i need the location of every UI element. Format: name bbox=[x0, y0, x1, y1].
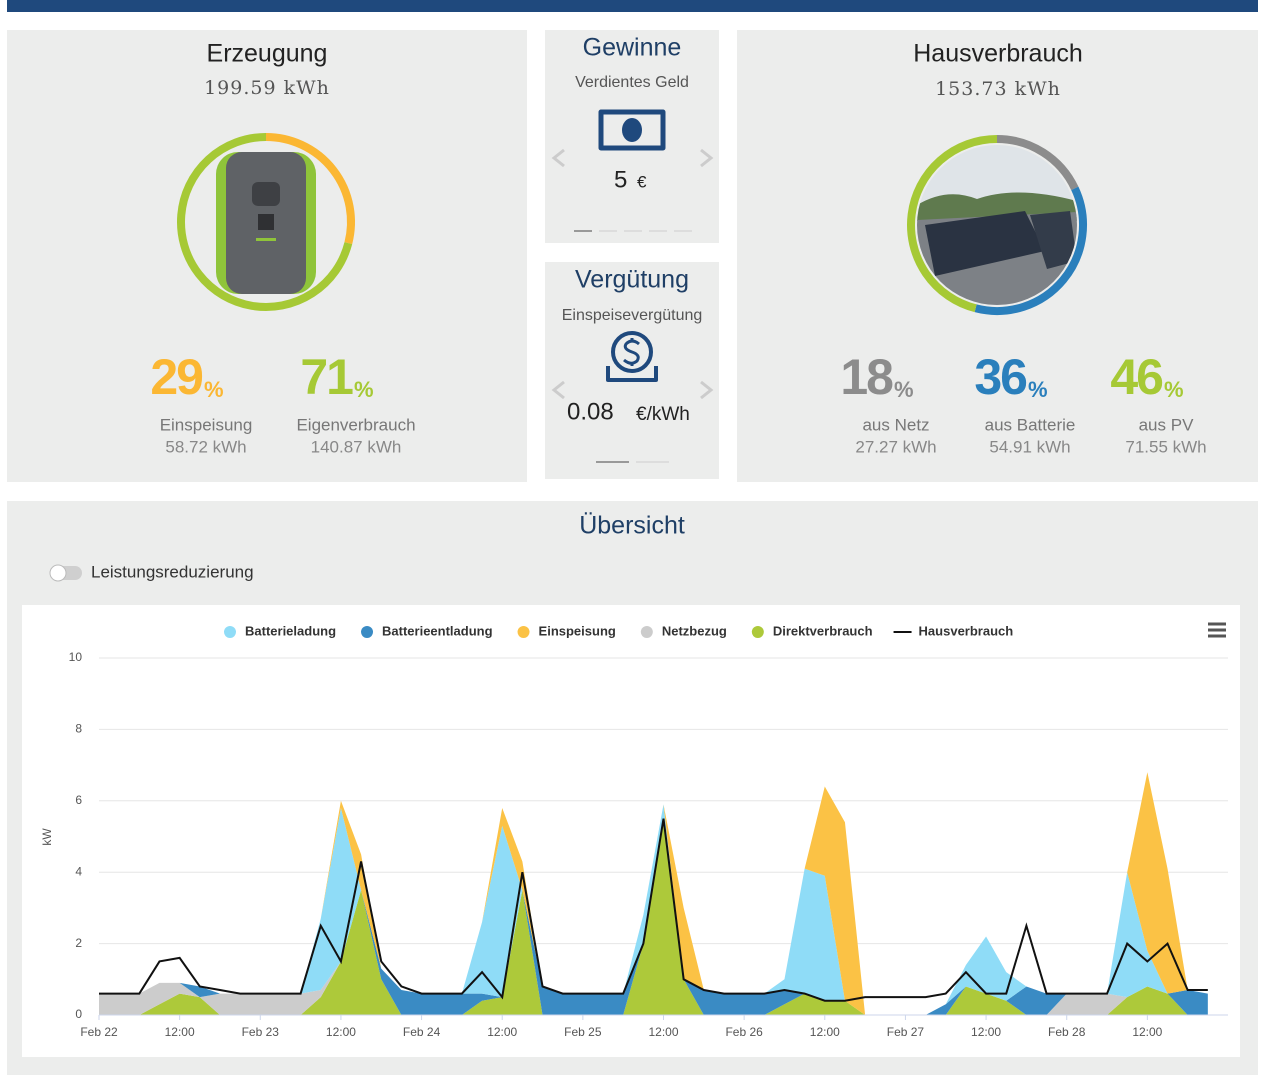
earnings-unit: € bbox=[637, 172, 647, 191]
stat-percent: 29 bbox=[150, 349, 202, 405]
consumption-ring bbox=[907, 135, 1088, 315]
x-tick-label: 12:00 bbox=[971, 1025, 1001, 1039]
legend-label: Einspeisung bbox=[539, 623, 616, 638]
legend-label: Netzbezug bbox=[662, 623, 727, 638]
x-tick-label: 12:00 bbox=[487, 1025, 517, 1039]
earnings-subtitle: Verdientes Geld bbox=[575, 74, 689, 91]
x-tick-label: 12:00 bbox=[165, 1025, 195, 1039]
y-tick-label: 10 bbox=[69, 650, 83, 664]
stat-energy: 54.91 kWh bbox=[989, 437, 1070, 456]
y-tick-label: 2 bbox=[75, 936, 82, 950]
money-icon bbox=[598, 109, 666, 151]
y-axis-label: kW bbox=[40, 828, 54, 846]
legend-symbol bbox=[517, 626, 530, 638]
production-ring bbox=[177, 133, 355, 311]
ring-segment bbox=[996, 135, 1079, 191]
legend-item: Einspeisung bbox=[517, 623, 616, 638]
x-tick-label: 12:00 bbox=[1132, 1025, 1162, 1039]
legend-label: Batterieentladung bbox=[382, 623, 493, 638]
consumption-title: Hausverbrauch bbox=[913, 40, 1083, 68]
stat-unit: % bbox=[1028, 377, 1048, 402]
earnings-title: Gewinne bbox=[583, 34, 682, 62]
overview-title: Übersicht bbox=[579, 512, 685, 540]
consumption-stats: 18 % aus Netz 27.27 kWh 36 % aus Batterie 54.91… bbox=[840, 349, 1206, 456]
stat-percent: 46 bbox=[1110, 349, 1162, 405]
stat-unit: % bbox=[204, 377, 224, 402]
x-tick-label: 12:00 bbox=[810, 1025, 840, 1039]
stat-percent: 18 bbox=[840, 349, 893, 405]
area-series bbox=[99, 818, 1208, 1015]
tariff-title: Vergütung bbox=[575, 266, 689, 294]
stat-energy: 140.87 kWh bbox=[311, 437, 402, 456]
tariff-unit: €/kWh bbox=[636, 404, 690, 425]
stat-label: Eigenverbrauch bbox=[296, 415, 415, 434]
legend-item: Netzbezug bbox=[640, 623, 727, 638]
y-tick-label: 0 bbox=[75, 1007, 82, 1021]
legend-symbol bbox=[361, 626, 374, 638]
y-tick-label: 6 bbox=[75, 793, 82, 807]
stat-unit: % bbox=[1164, 377, 1184, 402]
legend-symbol bbox=[640, 626, 653, 638]
legend-item: Hausverbrauch bbox=[893, 623, 1014, 638]
line-series bbox=[99, 818, 1208, 1002]
stat-energy: 71.55 kWh bbox=[1125, 437, 1206, 456]
legend-label: Hausverbrauch bbox=[919, 623, 1014, 638]
ring-segment bbox=[907, 135, 998, 313]
chart: 0 2 4 6 8 10 Feb 22 12:00 Feb 23 12:00 Feb 24 12:00… bbox=[69, 623, 1228, 1039]
toggle[interactable] bbox=[49, 564, 82, 582]
production-total: 199.59 kWh bbox=[204, 77, 330, 99]
prev-arrow[interactable] bbox=[551, 148, 565, 168]
area-series bbox=[99, 818, 1208, 1015]
x-tick-label: Feb 23 bbox=[242, 1025, 280, 1039]
stat-unit: % bbox=[354, 377, 374, 402]
stat-label: aus Batterie bbox=[985, 415, 1076, 434]
legend-label: Batterieladung bbox=[245, 623, 336, 638]
solar-photo bbox=[917, 145, 1077, 305]
tariff-subtitle: Einspeisevergütung bbox=[562, 307, 703, 324]
next-arrow[interactable] bbox=[700, 148, 714, 168]
production-title: Erzeugung bbox=[207, 40, 328, 68]
x-tick-label: Feb 24 bbox=[403, 1025, 441, 1039]
stat-label: aus Netz bbox=[862, 415, 929, 434]
y-tick-label: 4 bbox=[75, 864, 82, 878]
stat-percent: 36 bbox=[974, 349, 1026, 405]
x-tick-label: Feb 22 bbox=[80, 1025, 118, 1039]
coin-icon bbox=[606, 331, 658, 382]
x-tick-label: Feb 28 bbox=[1048, 1025, 1086, 1039]
x-tick-label: Feb 26 bbox=[725, 1025, 763, 1039]
y-tick-label: 8 bbox=[75, 722, 82, 736]
consumption-total: 153.73 kWh bbox=[935, 78, 1061, 100]
legend-item: Direktverbrauch bbox=[751, 623, 873, 638]
x-tick-label: 12:00 bbox=[648, 1025, 678, 1039]
legend-item: Batterieladung bbox=[224, 623, 336, 638]
next-arrow[interactable] bbox=[700, 380, 714, 400]
stat-unit: % bbox=[894, 377, 914, 402]
stat-label: aus PV bbox=[1139, 415, 1194, 434]
inverter-image bbox=[216, 152, 316, 294]
area-series bbox=[99, 818, 1208, 1015]
earnings-amount: 5 bbox=[614, 166, 627, 193]
chart-menu[interactable] bbox=[1208, 622, 1226, 638]
stat-label: Einspeisung bbox=[160, 415, 253, 434]
x-tick-label: Feb 27 bbox=[887, 1025, 925, 1039]
legend-item: Batterieentladung bbox=[361, 623, 493, 638]
production-stats: 29 % Einspeisung 58.72 kWh 71 % Eigenverbrauch… bbox=[150, 349, 415, 456]
ring-segment bbox=[177, 133, 353, 311]
stat-percent: 71 bbox=[300, 349, 353, 405]
tariff-amount: 0.08 bbox=[567, 398, 614, 425]
ring-segment bbox=[974, 186, 1088, 315]
toggle-label: Leistungsreduzierung bbox=[91, 562, 254, 581]
stat-energy: 27.27 kWh bbox=[855, 437, 936, 456]
legend-label: Direktverbrauch bbox=[773, 623, 873, 638]
legend-symbol bbox=[751, 626, 764, 638]
x-tick-label: Feb 25 bbox=[564, 1025, 602, 1039]
ring-segment bbox=[265, 133, 355, 245]
stat-energy: 58.72 kWh bbox=[165, 437, 246, 456]
legend-symbol bbox=[224, 626, 236, 638]
x-tick-label: 12:00 bbox=[326, 1025, 356, 1039]
prev-arrow[interactable] bbox=[551, 380, 565, 400]
top-bar bbox=[7, 0, 1258, 12]
